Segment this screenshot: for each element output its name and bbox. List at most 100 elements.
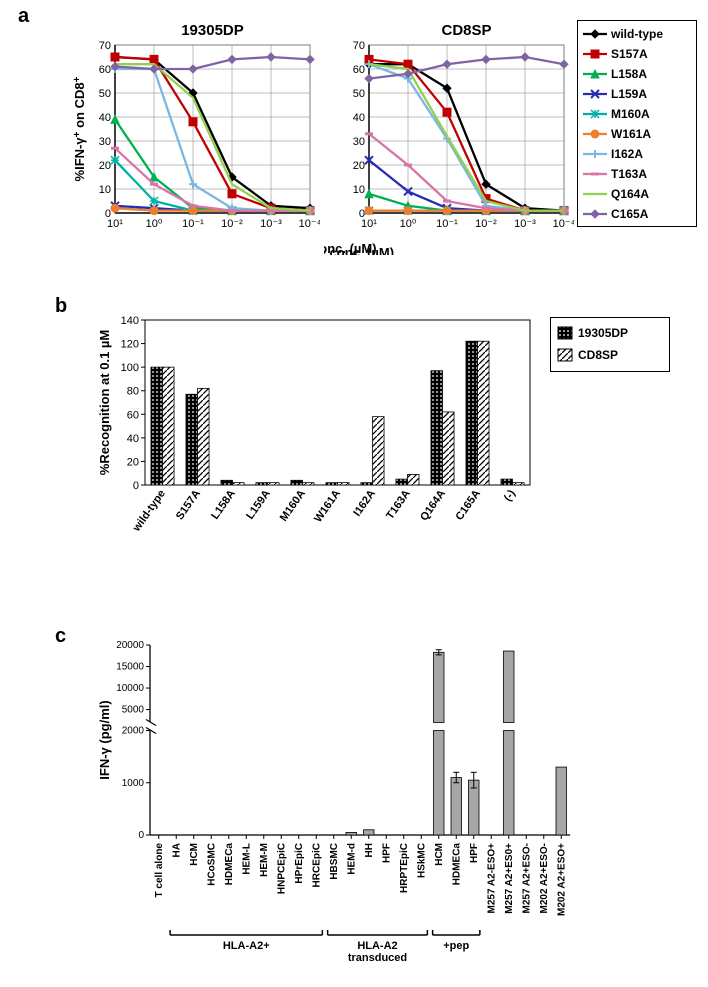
svg-text:HCM: HCM [189, 843, 200, 866]
svg-text:HPrEpiC: HPrEpiC [294, 843, 305, 884]
panel-a-label: a [18, 5, 29, 28]
svg-text:60: 60 [127, 409, 139, 421]
svg-text:5000: 5000 [122, 705, 145, 716]
svg-text:IFN-γ (pg/ml): IFN-γ (pg/ml) [97, 700, 112, 779]
svg-text:CD8SP: CD8SP [578, 348, 618, 362]
svg-text:10⁻⁴: 10⁻⁴ [553, 218, 574, 230]
svg-text:HEM-d: HEM-d [346, 843, 357, 875]
svg-text:19305DP: 19305DP [181, 22, 244, 39]
svg-text:10⁻³: 10⁻³ [260, 218, 282, 230]
panel-a-chart-cd8sp: 01020304050607010¹10⁰10⁻¹10⁻²10⁻³10⁻⁴CD8… [324, 20, 574, 255]
svg-text:10: 10 [353, 184, 365, 196]
svg-text:10⁰: 10⁰ [400, 218, 417, 230]
svg-text:L158A: L158A [611, 67, 647, 81]
svg-text:HSkMC: HSkMC [416, 843, 427, 878]
svg-text:HCM: HCM [434, 843, 445, 866]
svg-text:T cell alone: T cell alone [154, 843, 165, 898]
svg-text:10⁻²: 10⁻² [475, 218, 497, 230]
svg-text:HRPTEpiC: HRPTEpiC [399, 843, 410, 893]
svg-text:M202 A2+ESO+: M202 A2+ESO+ [556, 843, 567, 916]
svg-text:HLA-A2+: HLA-A2+ [223, 940, 270, 952]
svg-text:M160A: M160A [611, 107, 650, 121]
svg-text:+pep: +pep [443, 940, 469, 952]
svg-text:M257 A2+ES0+: M257 A2+ES0+ [504, 843, 515, 914]
svg-text:wild-type: wild-type [130, 488, 168, 535]
svg-text:Q164A: Q164A [611, 187, 649, 201]
svg-text:80: 80 [127, 386, 139, 398]
svg-text:S157A: S157A [174, 488, 203, 522]
svg-text:20: 20 [127, 456, 139, 468]
svg-text:HDMECa: HDMECa [224, 843, 235, 886]
svg-text:30: 30 [99, 136, 111, 148]
svg-text:(-): (-) [502, 488, 518, 504]
svg-text:50: 50 [99, 88, 111, 100]
svg-text:0: 0 [133, 480, 139, 492]
svg-text:Q164A: Q164A [418, 488, 448, 523]
svg-text:10⁰: 10⁰ [146, 218, 163, 230]
svg-text:20000: 20000 [116, 640, 144, 651]
svg-text:W161A: W161A [312, 488, 343, 525]
svg-text:60: 60 [99, 64, 111, 76]
svg-text:HCoSMC: HCoSMC [206, 843, 217, 886]
svg-text:20: 20 [99, 160, 111, 172]
svg-text:140: 140 [121, 315, 139, 327]
svg-text:M257 A2+ESO-: M257 A2+ESO- [521, 843, 532, 914]
svg-text:10¹: 10¹ [361, 218, 377, 230]
svg-text:T163A: T163A [384, 488, 413, 522]
svg-text:10⁻¹: 10⁻¹ [436, 218, 458, 230]
svg-text:HLA-A2: HLA-A2 [357, 940, 397, 952]
svg-text:10⁻⁴: 10⁻⁴ [299, 218, 320, 230]
panel-b-label: b [55, 295, 67, 318]
svg-text:10000: 10000 [116, 683, 144, 694]
svg-text:C165A: C165A [611, 207, 649, 221]
svg-text:30: 30 [353, 136, 365, 148]
svg-text:I162A: I162A [351, 488, 378, 519]
svg-text:120: 120 [121, 339, 139, 351]
svg-text:40: 40 [353, 112, 365, 124]
svg-text:60: 60 [353, 64, 365, 76]
svg-text:15000: 15000 [116, 662, 144, 673]
svg-text:W161A: W161A [611, 127, 651, 141]
svg-text:wild-type: wild-type [610, 27, 663, 41]
svg-text:HA: HA [171, 843, 182, 857]
svg-text:%IFN-γ+ on CD8+: %IFN-γ+ on CD8+ [72, 76, 87, 181]
svg-text:transduced: transduced [348, 952, 407, 964]
panel-b-chart: 020406080100120140wild-typeS157AL158AL15… [95, 310, 535, 575]
svg-text:50: 50 [353, 88, 365, 100]
panel-c-chart: 0 1000 2000 5000 10000 15000 20000 T cell alone… [95, 640, 575, 985]
panel-a-legend: wild-type S157A L158A L159A M160A W161A I162A T… [577, 20, 697, 227]
svg-text:20: 20 [353, 160, 365, 172]
svg-text:100: 100 [121, 362, 139, 374]
svg-text:HH: HH [364, 843, 375, 857]
svg-text:C165A: C165A [453, 488, 483, 523]
svg-text:2000: 2000 [122, 726, 145, 737]
svg-text:HEM-L: HEM-L [241, 843, 252, 875]
panel-a-chart-19305dp: 01020304050607010¹10⁰10⁻¹10⁻²10⁻³10⁻⁴193… [70, 20, 320, 255]
svg-text:70: 70 [353, 40, 365, 52]
svg-text:Peptide conc. (µM): Peptide conc. (µM) [324, 241, 377, 255]
svg-text:70: 70 [99, 40, 111, 52]
svg-text:10⁻¹: 10⁻¹ [182, 218, 204, 230]
svg-text:L159A: L159A [611, 87, 647, 101]
svg-text:HPF: HPF [381, 843, 392, 863]
svg-text:L159A: L159A [244, 488, 273, 522]
svg-text:10¹: 10¹ [107, 218, 123, 230]
panel-b-legend: 19305DP CD8SP [550, 317, 670, 372]
svg-text:19305DP: 19305DP [578, 326, 628, 340]
svg-text:HNPCEpiC: HNPCEpiC [276, 843, 287, 894]
svg-text:T163A: T163A [611, 167, 647, 181]
svg-text:HRCEpiC: HRCEpiC [311, 843, 322, 887]
svg-text:10: 10 [99, 184, 111, 196]
svg-text:S157A: S157A [611, 47, 648, 61]
svg-text:HEM-M: HEM-M [259, 843, 270, 877]
svg-text:HDMECa: HDMECa [451, 843, 462, 886]
panel-c-label: c [55, 625, 66, 648]
svg-text:M257 A2-ESO+: M257 A2-ESO+ [486, 843, 497, 914]
svg-text:M202 A2+ESO-: M202 A2+ESO- [539, 843, 550, 914]
svg-text:1000: 1000 [122, 778, 145, 789]
svg-text:0: 0 [138, 830, 144, 841]
svg-text:CD8SP: CD8SP [441, 22, 491, 39]
svg-text:10⁻³: 10⁻³ [514, 218, 536, 230]
svg-text:40: 40 [127, 433, 139, 445]
svg-text:I162A: I162A [611, 147, 643, 161]
